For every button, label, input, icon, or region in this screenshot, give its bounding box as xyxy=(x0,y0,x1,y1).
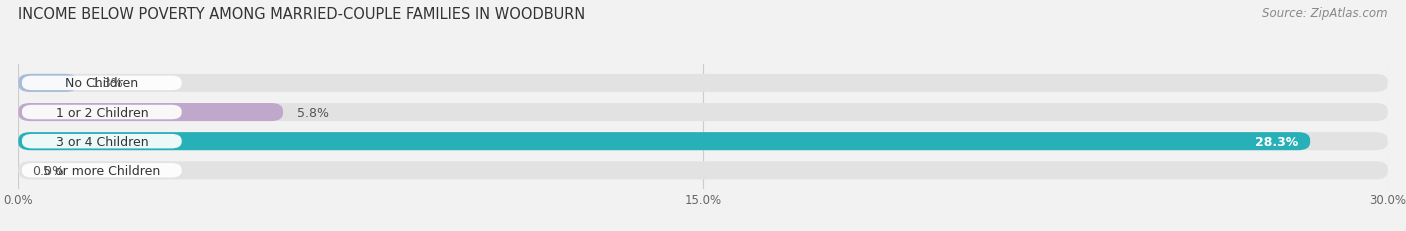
Text: 28.3%: 28.3% xyxy=(1256,135,1299,148)
Text: 1 or 2 Children: 1 or 2 Children xyxy=(55,106,148,119)
FancyBboxPatch shape xyxy=(18,103,1388,122)
Text: 1.3%: 1.3% xyxy=(91,77,124,90)
FancyBboxPatch shape xyxy=(18,133,1388,151)
FancyBboxPatch shape xyxy=(18,103,283,122)
Text: 5.8%: 5.8% xyxy=(297,106,329,119)
Text: No Children: No Children xyxy=(65,77,138,90)
Text: INCOME BELOW POVERTY AMONG MARRIED-COUPLE FAMILIES IN WOODBURN: INCOME BELOW POVERTY AMONG MARRIED-COUPL… xyxy=(18,7,585,22)
FancyBboxPatch shape xyxy=(22,163,181,178)
FancyBboxPatch shape xyxy=(22,134,181,149)
Text: 5 or more Children: 5 or more Children xyxy=(44,164,160,177)
Text: Source: ZipAtlas.com: Source: ZipAtlas.com xyxy=(1263,7,1388,20)
Text: 0.0%: 0.0% xyxy=(32,164,63,177)
FancyBboxPatch shape xyxy=(18,133,1310,151)
Text: 3 or 4 Children: 3 or 4 Children xyxy=(55,135,148,148)
FancyBboxPatch shape xyxy=(22,105,181,120)
FancyBboxPatch shape xyxy=(18,161,1388,179)
FancyBboxPatch shape xyxy=(18,75,77,93)
FancyBboxPatch shape xyxy=(22,76,181,91)
FancyBboxPatch shape xyxy=(18,75,1388,93)
